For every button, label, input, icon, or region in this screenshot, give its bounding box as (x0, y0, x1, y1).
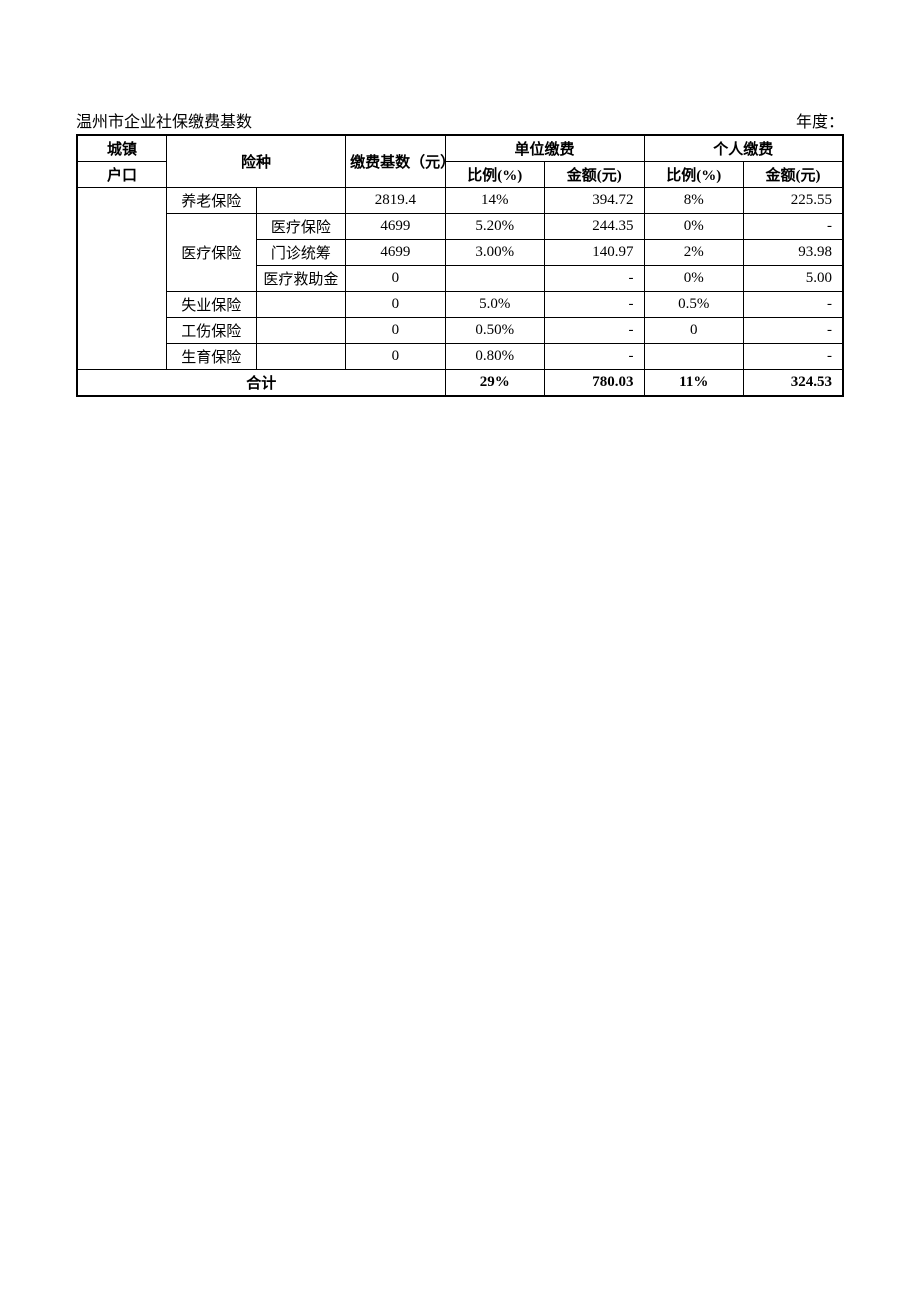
th-emp-amount: 金额(元) (545, 162, 644, 188)
ind-amt: - (743, 292, 843, 318)
title-left: 温州市企业社保缴费基数 (76, 108, 252, 132)
ind-amt: - (743, 214, 843, 240)
th-insurance-type: 险种 (167, 135, 346, 188)
base: 4699 (346, 214, 445, 240)
title-right: 年度： (796, 108, 844, 132)
ind-ratio (644, 344, 743, 370)
ind-amt: - (743, 344, 843, 370)
total-emp-ratio: 29% (445, 370, 544, 397)
table-row: 医疗保险 医疗保险 4699 5.20% 244.35 0% - (77, 214, 843, 240)
insurance-table: 城镇 险种 缴费基数（元） 单位缴费 个人缴费 户口 比例(%) 金额(元) 比… (76, 134, 844, 397)
total-emp-amt: 780.03 (545, 370, 644, 397)
ind-amt: - (743, 318, 843, 344)
th-employer: 单位缴费 (445, 135, 644, 162)
table-row: 生育保险 0 0.80% - - (77, 344, 843, 370)
cat: 养老保险 (167, 188, 257, 214)
th-hukou: 户口 (77, 162, 167, 188)
cat: 工伤保险 (167, 318, 257, 344)
sub: 医疗救助金 (256, 266, 346, 292)
base: 0 (346, 266, 445, 292)
emp-ratio: 0.80% (445, 344, 544, 370)
ind-ratio: 0% (644, 214, 743, 240)
emp-amt: 244.35 (545, 214, 644, 240)
table-row: 养老保险 2819.4 14% 394.72 8% 225.55 (77, 188, 843, 214)
table-header-row: 城镇 险种 缴费基数（元） 单位缴费 个人缴费 (77, 135, 843, 162)
emp-amt: - (545, 318, 644, 344)
ind-amt: 225.55 (743, 188, 843, 214)
ind-ratio: 2% (644, 240, 743, 266)
emp-ratio: 0.50% (445, 318, 544, 344)
th-emp-ratio: 比例(%) (445, 162, 544, 188)
table-total-row: 合计 29% 780.03 11% 324.53 (77, 370, 843, 397)
th-city: 城镇 (77, 135, 167, 162)
emp-ratio (445, 266, 544, 292)
ind-ratio: 0% (644, 266, 743, 292)
ind-ratio: 0.5% (644, 292, 743, 318)
table-row: 工伤保险 0 0.50% - 0 - (77, 318, 843, 344)
first-col-blank (77, 188, 167, 370)
sub (256, 188, 346, 214)
emp-ratio: 5.20% (445, 214, 544, 240)
sub (256, 344, 346, 370)
th-base: 缴费基数（元） (346, 135, 445, 188)
sub: 医疗保险 (256, 214, 346, 240)
sub (256, 292, 346, 318)
total-label: 合计 (77, 370, 445, 397)
base: 0 (346, 292, 445, 318)
cat: 医疗保险 (167, 214, 257, 292)
emp-amt: 394.72 (545, 188, 644, 214)
base: 4699 (346, 240, 445, 266)
emp-amt: - (545, 292, 644, 318)
sub (256, 318, 346, 344)
page-header: 温州市企业社保缴费基数 年度： (76, 108, 844, 132)
total-ind-amt: 324.53 (743, 370, 843, 397)
emp-ratio: 3.00% (445, 240, 544, 266)
emp-ratio: 14% (445, 188, 544, 214)
th-ind-amount: 金额(元) (743, 162, 843, 188)
emp-amt: 140.97 (545, 240, 644, 266)
base: 2819.4 (346, 188, 445, 214)
base: 0 (346, 318, 445, 344)
table-row: 失业保险 0 5.0% - 0.5% - (77, 292, 843, 318)
th-employee: 个人缴费 (644, 135, 843, 162)
base: 0 (346, 344, 445, 370)
emp-ratio: 5.0% (445, 292, 544, 318)
total-ind-ratio: 11% (644, 370, 743, 397)
ind-ratio: 8% (644, 188, 743, 214)
emp-amt: - (545, 344, 644, 370)
ind-amt: 93.98 (743, 240, 843, 266)
sub: 门诊统筹 (256, 240, 346, 266)
th-ind-ratio: 比例(%) (644, 162, 743, 188)
ind-ratio: 0 (644, 318, 743, 344)
cat: 生育保险 (167, 344, 257, 370)
ind-amt: 5.00 (743, 266, 843, 292)
emp-amt: - (545, 266, 644, 292)
cat: 失业保险 (167, 292, 257, 318)
